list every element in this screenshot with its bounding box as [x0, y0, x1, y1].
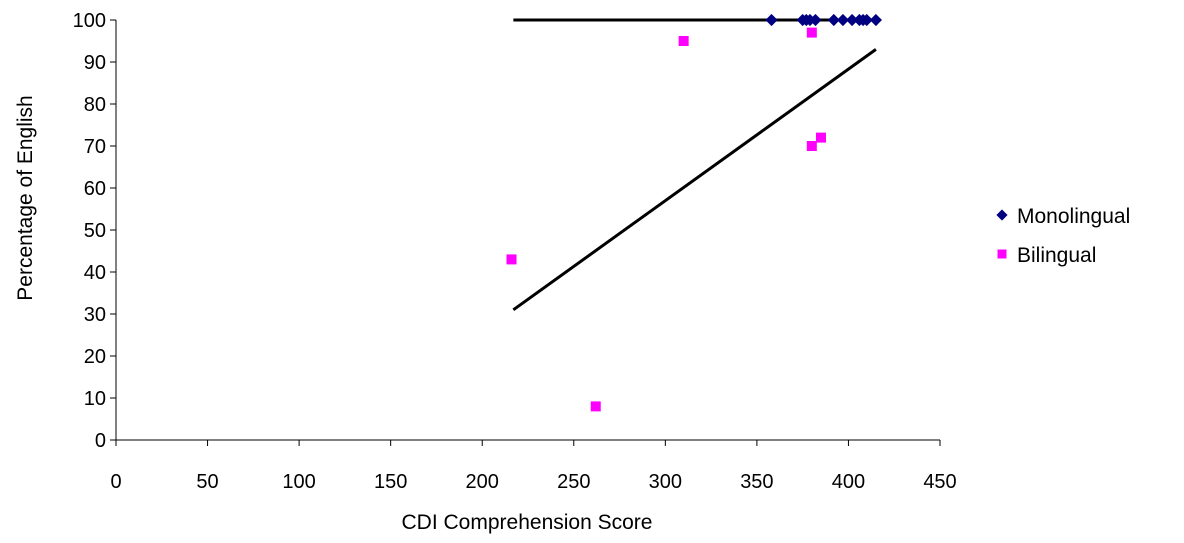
x-tick-label: 100 [282, 471, 315, 493]
bilingual-point [816, 133, 826, 143]
axes [116, 20, 940, 440]
data-points [507, 15, 882, 412]
y-tick-label: 40 [84, 262, 106, 284]
trendlines [513, 20, 876, 310]
x-tick-label: 350 [740, 471, 773, 493]
y-tick-label: 70 [84, 136, 106, 158]
x-axis-ticks: 0 50 100 150 200 250 300 350 400 450 [110, 440, 956, 493]
x-tick-label: 250 [557, 471, 590, 493]
x-tick-label: 0 [110, 471, 121, 493]
x-tick-label: 400 [832, 471, 865, 493]
y-tick-label: 60 [84, 178, 106, 200]
x-tick-label: 50 [196, 471, 218, 493]
x-tick-label: 200 [466, 471, 499, 493]
y-tick-label: 20 [84, 346, 106, 368]
y-axis-ticks: 0 10 20 30 40 50 60 70 80 90 100 [73, 10, 116, 452]
trendline-bilingual [513, 49, 876, 309]
legend-label-bilingual: Bilingual [1017, 244, 1096, 267]
y-tick-label: 90 [84, 52, 106, 74]
monolingual-point [766, 15, 777, 26]
y-tick-label: 10 [84, 388, 106, 410]
bilingual-point [807, 28, 817, 38]
x-tick-label: 150 [374, 471, 407, 493]
y-tick-label: 80 [84, 94, 106, 116]
legend-marker-monolingual [997, 210, 1007, 220]
legend-marker-bilingual [998, 250, 1007, 259]
legend: Monolingual Bilingual [997, 205, 1130, 267]
bilingual-point [679, 36, 689, 46]
y-tick-label: 50 [84, 220, 106, 242]
x-tick-label: 450 [923, 471, 956, 493]
monolingual-point [870, 15, 881, 26]
y-tick-label: 100 [73, 10, 106, 32]
x-axis-title: CDI Comprehension Score [402, 511, 653, 534]
bilingual-point [507, 254, 517, 264]
bilingual-point [591, 401, 601, 411]
y-axis-title: Percentage of English [14, 95, 37, 300]
y-tick-label: 30 [84, 304, 106, 326]
bilingual-point [807, 141, 817, 151]
y-tick-label: 0 [95, 430, 106, 452]
legend-label-monolingual: Monolingual [1017, 205, 1130, 228]
x-tick-label: 300 [649, 471, 682, 493]
